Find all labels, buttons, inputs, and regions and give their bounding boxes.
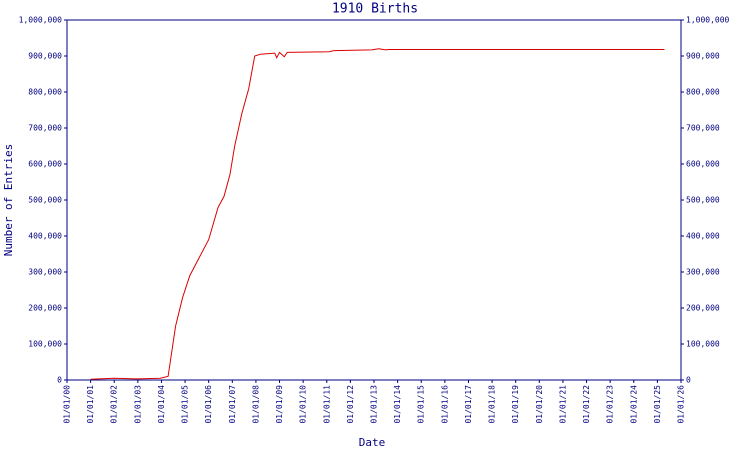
x-axis-label: Date	[359, 436, 386, 449]
y-tick-label: 0	[57, 376, 62, 385]
y2-tick-label: 300,000	[686, 268, 720, 277]
x-tick-label: 01/01/00	[63, 385, 72, 424]
y-tick-label: 1,000,000	[19, 16, 63, 25]
x-tick-label: 01/01/22	[582, 385, 591, 424]
x-tick-label: 01/01/01	[86, 385, 95, 424]
x-tick-label: 01/01/26	[677, 385, 686, 424]
y2-tick-label: 600,000	[686, 160, 720, 169]
y2-tick-label: 100,000	[686, 340, 720, 349]
x-tick-label: 01/01/11	[322, 385, 331, 424]
y-axis-label: Number of Entries	[2, 144, 15, 257]
x-tick-label: 01/01/25	[653, 385, 662, 424]
x-tick-label: 01/01/20	[535, 385, 544, 424]
x-tick-label: 01/01/24	[629, 385, 638, 424]
y-tick-label: 500,000	[28, 196, 62, 205]
y-tick-label: 100,000	[28, 340, 62, 349]
x-tick-label: 01/01/18	[488, 385, 497, 424]
data-line	[90, 48, 665, 380]
x-tick-label: 01/01/03	[133, 385, 142, 424]
x-tick-label: 01/01/23	[606, 385, 615, 424]
y2-tick-label: 800,000	[686, 88, 720, 97]
y-tick-label: 900,000	[28, 52, 62, 61]
plot-frame	[66, 19, 682, 381]
x-tick-label: 01/01/14	[393, 385, 402, 424]
x-tick-label: 01/01/05	[181, 385, 190, 424]
y-tick-label: 600,000	[28, 160, 62, 169]
x-tick-label: 01/01/17	[464, 385, 473, 424]
x-tick-label: 01/01/06	[204, 385, 213, 424]
y-tick-label: 800,000	[28, 88, 62, 97]
x-tick-label: 01/01/12	[346, 385, 355, 424]
y2-tick-label: 1,000,000	[686, 16, 730, 25]
y2-tick-label: 200,000	[686, 304, 720, 313]
y-tick-label: 700,000	[28, 124, 62, 133]
y2-tick-label: 400,000	[686, 232, 720, 241]
x-tick-label: 01/01/13	[370, 385, 379, 424]
y-tick-label: 200,000	[28, 304, 62, 313]
x-tick-label: 01/01/02	[110, 385, 119, 424]
y2-tick-label: 500,000	[686, 196, 720, 205]
x-tick-label: 01/01/04	[157, 385, 166, 424]
y2-tick-label: 900,000	[686, 52, 720, 61]
x-tick-label: 01/01/08	[251, 385, 260, 424]
x-tick-label: 01/01/19	[511, 385, 520, 424]
x-tick-label: 01/01/10	[299, 385, 308, 424]
chart-title: 1910 Births	[332, 2, 418, 17]
y2-tick-label: 700,000	[686, 124, 720, 133]
y-tick-label: 400,000	[28, 232, 62, 241]
y-tick-label: 300,000	[28, 268, 62, 277]
x-tick-label: 01/01/16	[440, 385, 449, 424]
x-tick-label: 01/01/15	[417, 385, 426, 424]
y2-tick-label: 0	[686, 376, 691, 385]
x-tick-label: 01/01/21	[558, 385, 567, 424]
x-tick-label: 01/01/09	[275, 385, 284, 424]
x-tick-label: 01/01/07	[228, 385, 237, 424]
